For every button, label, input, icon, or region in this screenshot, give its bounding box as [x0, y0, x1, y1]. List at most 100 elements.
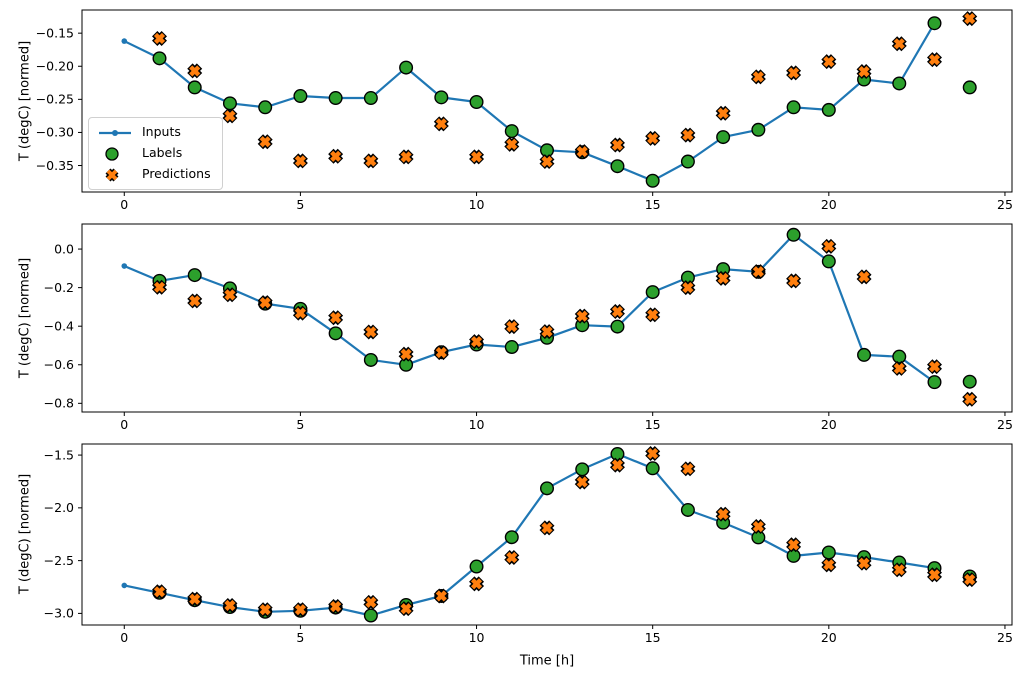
subplot-1-predictions-marker: [541, 156, 553, 168]
subplot-3-y-tick-label: −2.0: [44, 500, 74, 515]
subplot-1-predictions-marker: [647, 132, 659, 144]
subplot-1-predictions-marker: [435, 118, 447, 130]
subplot-1-predictions-marker: [611, 139, 624, 151]
subplot-1-labels-marker: [504, 124, 519, 139]
subplot-1-labels-marker: [962, 80, 977, 95]
subplot-1-labels-marker: [680, 154, 695, 169]
subplot-3-y-tick-label: −3.0: [44, 606, 74, 621]
legend-item-inputs: Inputs: [97, 124, 211, 141]
subplot-1-y-tick-label: −0.35: [36, 158, 74, 173]
subplot-3-labels-marker: [751, 530, 766, 545]
subplot-2-predictions-marker: [752, 266, 764, 278]
x-axis-label: Time [h]: [519, 653, 575, 669]
subplot-3-predictions-marker: [470, 578, 483, 590]
subplot-2-predictions-marker: [400, 348, 412, 360]
subplot-3-x-tick-label: 10: [469, 630, 485, 645]
subplot-2-y-tick-label: 0.0: [54, 241, 74, 256]
subplot-3-predictions-marker: [541, 522, 553, 534]
subplot-3-predictions-marker: [788, 539, 800, 551]
subplot-2-labels-marker: [399, 357, 414, 372]
subplot-3-labels-marker: [363, 608, 378, 623]
subplot-3-labels-marker: [610, 447, 625, 462]
subplot-3-inputs-marker: [121, 582, 128, 589]
subplot-3-predictions-marker: [928, 569, 941, 581]
subplot-2-predictions-marker: [823, 240, 835, 252]
subplot-3-predictions-marker: [506, 551, 518, 564]
subplot-1-predictions-marker: [717, 107, 729, 119]
subplot-3-labels-marker: [504, 530, 519, 545]
subplot-3-y-tick-label: −1.5: [44, 447, 74, 462]
subplot-1-labels-marker: [786, 100, 801, 115]
subplot-3-x-tick-label: 25: [997, 630, 1013, 645]
subplot-1-x-tick-label: 0: [120, 197, 128, 212]
subplot-2-y-tick-label: −0.2: [44, 280, 74, 295]
subplot-2-predictions-marker: [928, 361, 941, 373]
subplot-1-labels-marker: [222, 96, 237, 111]
subplot-3-labels-marker: [469, 559, 484, 574]
subplot-2-predictions-marker: [224, 289, 236, 301]
subplot-3-labels-marker: [786, 548, 801, 563]
subplot-2-predictions-marker: [330, 312, 342, 324]
subplot-2-predictions-marker: [788, 275, 800, 287]
subplot-2-x-tick-label: 15: [645, 417, 661, 432]
y-axis-label-subplot-3: T (degC) [normed]: [17, 473, 33, 595]
subplot-3-predictions-marker: [647, 447, 659, 460]
subplot-1-inputs-line: [123, 22, 936, 182]
subplot-1-predictions-marker: [506, 138, 518, 150]
subplot-1-labels-marker: [716, 130, 731, 145]
legend-item-predictions: Predictions: [97, 166, 211, 183]
subplot-2-x-tick-label: 20: [821, 417, 837, 432]
subplot-1-labels-marker: [927, 16, 942, 31]
subplot-3-predictions-marker: [717, 508, 729, 520]
subplot-2-predictions-marker: [506, 321, 518, 333]
subplot-1-predictions-marker: [928, 54, 941, 66]
subplot-2-labels-marker: [187, 268, 202, 283]
subplot-1-labels-marker: [469, 94, 484, 109]
subplot-2-labels-marker: [504, 340, 519, 355]
inputs-line-icon: [97, 125, 133, 141]
subplot-1-predictions-marker: [893, 38, 905, 50]
subplot-2-labels-marker: [857, 347, 872, 362]
subplot-1-predictions-marker: [365, 155, 377, 167]
subplot-2-predictions-marker: [682, 282, 694, 294]
subplot-3-labels-marker: [540, 481, 555, 496]
subplot-1-predictions-marker: [224, 110, 236, 122]
subplot-1-labels-marker: [258, 100, 273, 115]
subplot-2-predictions-marker: [576, 310, 588, 322]
subplot-3-predictions-marker: [611, 459, 624, 471]
subplot-1-x-tick-label: 20: [821, 197, 837, 212]
subplot-3-predictions-marker: [153, 586, 166, 598]
subplot-1-predictions-marker: [470, 151, 483, 163]
subplot-3-predictions-marker: [893, 564, 905, 576]
subplot-2-labels-marker: [786, 227, 801, 242]
subplot-1-x-tick-label: 15: [645, 197, 661, 212]
subplot-2-labels-marker: [680, 270, 695, 285]
subplot-2-labels-marker: [821, 254, 836, 269]
subplot-2-labels-marker: [645, 285, 660, 300]
subplot-3-predictions-marker: [823, 559, 835, 571]
subplot-3-predictions-marker: [752, 520, 764, 533]
subplot-1-labels-marker: [434, 90, 449, 105]
subplot-2-predictions-marker: [435, 347, 447, 359]
subplot-1-y-tick-label: −0.25: [36, 92, 74, 107]
subplot-1-predictions-marker: [752, 71, 764, 83]
subplot-2-predictions-marker: [541, 326, 553, 338]
y-axis-label-subplot-1: T (degC) [normed]: [17, 40, 33, 162]
subplot-1-predictions-marker: [576, 146, 588, 158]
subplot-1-x-tick-label: 10: [469, 197, 485, 212]
subplot-2-y-tick-label: −0.6: [44, 357, 74, 372]
subplot-1-predictions-marker: [259, 136, 271, 148]
subplot-2-predictions-marker: [647, 309, 659, 321]
subplot-2-y-tick-label: −0.8: [44, 396, 74, 411]
subplot-2-y-tick-label: −0.4: [44, 318, 74, 333]
subplot-2-predictions-marker: [259, 297, 271, 309]
subplot-3-labels-marker: [575, 462, 590, 477]
subplot-2-predictions-marker: [611, 305, 624, 318]
subplot-1-labels-marker: [187, 80, 202, 95]
subplot-2-predictions-marker: [365, 326, 377, 338]
subplot-3-inputs-line: [124, 452, 935, 617]
subplot-3-predictions-marker: [294, 604, 306, 616]
subplot-2-x-tick-label: 10: [469, 417, 485, 432]
subplot-1-x-tick-label: 5: [296, 197, 304, 212]
